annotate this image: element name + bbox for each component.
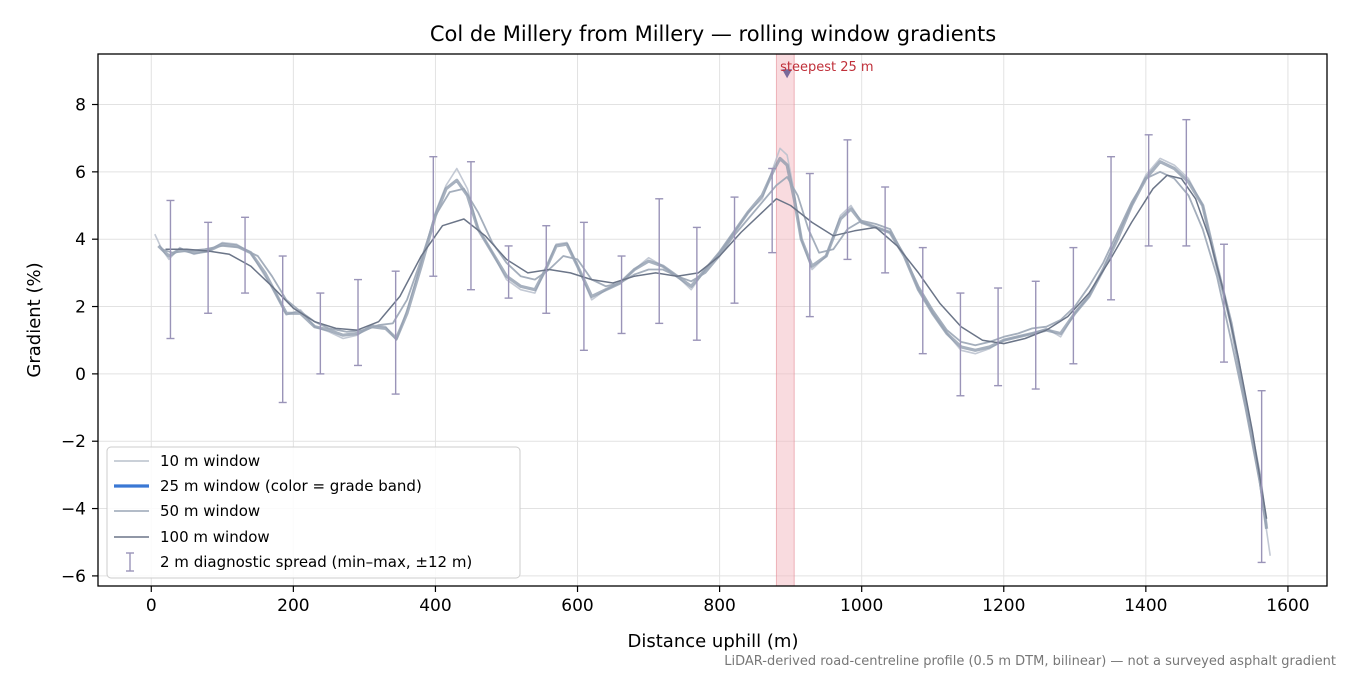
x-tick-label: 1600 [1266, 596, 1309, 616]
axis-ticks: 0 200 400 600 800 1000 1200 1400 1600 −6 −4 −2 0 2 4 6 8 [61, 96, 1310, 616]
errorbar [1107, 155, 1116, 301]
errorbar [1182, 118, 1191, 247]
footnote: LiDAR-derived road-centreline profile (0… [724, 654, 1336, 669]
errorbar [881, 186, 890, 274]
legend-label-errorbar: 2 m diagnostic spread (min–max, ±12 m) [160, 553, 472, 571]
steepest-annotation: steepest 25 m [780, 60, 873, 75]
y-tick-label: 6 [75, 163, 86, 183]
legend-label-10m: 10 m window [160, 452, 260, 470]
chart-title: Col de Millery from Millery — rolling wi… [430, 22, 996, 46]
x-tick-label: 600 [561, 596, 593, 616]
x-tick-label: 0 [146, 596, 157, 616]
errorbar [278, 255, 287, 404]
errorbar [542, 225, 551, 314]
errorbar [354, 278, 363, 367]
legend-label-50m: 50 m window [160, 502, 260, 520]
errorbar [730, 196, 739, 304]
y-tick-label: 4 [75, 230, 86, 250]
legend-label-100m: 100 m window [160, 528, 270, 546]
errorbar-layer [166, 118, 1266, 564]
errorbar [956, 292, 965, 397]
legend-swatch-errorbar [126, 552, 134, 572]
steepest-highlight-band [775, 53, 795, 587]
errorbar [504, 245, 513, 299]
errorbar [579, 221, 588, 352]
errorbar [1257, 390, 1266, 564]
errorbar [429, 155, 438, 277]
legend-label-25m: 25 m window (color = grade band) [160, 477, 422, 495]
errorbar [166, 199, 175, 340]
errorbar [1219, 243, 1228, 363]
errorbar [692, 226, 701, 341]
errorbar [994, 287, 1003, 387]
errorbar [241, 216, 250, 294]
errorbar [1144, 134, 1153, 247]
plot-frame [97, 53, 1328, 587]
x-axis-label: Distance uphill (m) [628, 631, 799, 652]
errorbar [1031, 280, 1040, 390]
errorbar [655, 198, 664, 325]
y-tick-label: 2 [75, 298, 86, 318]
legend-box [106, 446, 521, 579]
errorbar [843, 139, 852, 261]
y-tick-label: 8 [75, 96, 86, 116]
x-tick-label: 200 [277, 596, 309, 616]
errorbar [805, 172, 814, 318]
x-tick-label: 1000 [840, 596, 883, 616]
errorbar [466, 161, 475, 291]
x-tick-label: 400 [419, 596, 451, 616]
x-tick-label: 1400 [1124, 596, 1167, 616]
y-axis-label: Gradient (%) [24, 262, 45, 377]
x-tick-label: 800 [703, 596, 735, 616]
errorbar [617, 255, 626, 335]
y-tick-label: −2 [61, 432, 86, 452]
annotation-layer: steepest 25 m [780, 60, 874, 79]
errorbar [204, 221, 213, 314]
x-tick-label: 1200 [982, 596, 1025, 616]
legend: 10 m window 25 m window (color = grade b… [106, 446, 521, 579]
errorbar [768, 167, 777, 254]
y-tick-label: −6 [61, 567, 86, 587]
errorbar [1069, 246, 1078, 365]
errorbar [391, 270, 400, 395]
steepest-marker [782, 69, 793, 79]
errorbar [316, 292, 325, 375]
y-tick-label: −4 [61, 500, 86, 520]
series-50m-line [161, 170, 1268, 526]
errorbar [918, 246, 927, 355]
y-tick-label: 0 [75, 365, 86, 385]
series-layer [154, 147, 1271, 556]
series-100m-line [165, 174, 1268, 519]
